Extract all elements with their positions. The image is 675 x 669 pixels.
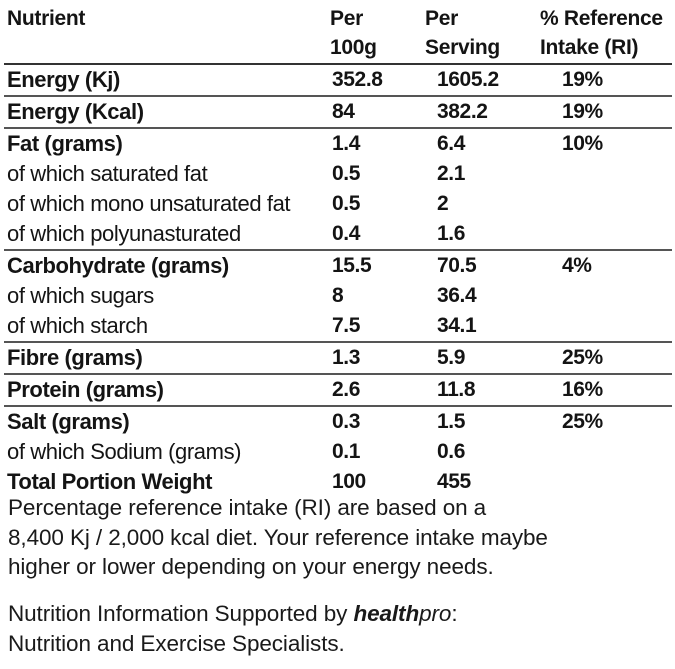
nutrient-name: Fibre (grams) xyxy=(7,343,142,373)
value-per-100g: 0.4 xyxy=(332,219,360,249)
nutrient-name: of which Sodium (grams) xyxy=(7,437,241,467)
brand-pro: pro xyxy=(419,601,451,626)
value-ri-percent: 25% xyxy=(562,407,603,437)
value-per-serving: 2 xyxy=(437,189,448,219)
header-nutrient-label: Nutrient xyxy=(7,4,85,33)
header-per-100g-line1: Per xyxy=(330,4,377,33)
value-per-serving: 382.2 xyxy=(437,97,488,127)
value-per-100g: 7.5 xyxy=(332,311,360,341)
value-per-serving: 6.4 xyxy=(437,129,465,159)
value-per-100g: 15.5 xyxy=(332,251,371,281)
value-per-serving: 1.5 xyxy=(437,407,465,437)
support-line-1: Nutrition Information Supported by healt… xyxy=(8,599,458,629)
support-note: Nutrition Information Supported by healt… xyxy=(8,599,458,658)
support-prefix: Nutrition Information Supported by xyxy=(8,601,353,626)
value-per-100g: 84 xyxy=(332,97,355,127)
table-row: Fat (grams) 1.4 6.4 10% xyxy=(4,127,672,159)
nutrient-name: of which sugars xyxy=(7,281,154,311)
value-per-serving: 11.8 xyxy=(437,375,475,405)
value-ri-percent: 19% xyxy=(562,97,603,127)
value-per-serving: 2.1 xyxy=(437,159,465,189)
table-row: of which mono unsaturated fat 0.5 2 xyxy=(4,189,672,219)
header-ri-line1: % Reference xyxy=(540,4,663,33)
header-per-serving: Per Serving xyxy=(425,4,500,62)
header-reference-intake: % Reference Intake (RI) xyxy=(540,4,663,62)
value-per-serving: 0.6 xyxy=(437,437,465,467)
table-row: Protein (grams) 2.6 11.8 16% xyxy=(4,373,672,405)
value-per-100g: 1.3 xyxy=(332,343,360,373)
header-nutrient: Nutrient xyxy=(7,4,85,33)
header-per-100g-line2: 100g xyxy=(330,33,377,62)
nutrient-name: Carbohydrate (grams) xyxy=(7,251,229,281)
value-per-100g: 2.6 xyxy=(332,375,360,405)
header-per-serving-line2: Serving xyxy=(425,33,500,62)
value-per-serving: 36.4 xyxy=(437,281,476,311)
nutrient-name: of which starch xyxy=(7,311,148,341)
value-per-100g: 8 xyxy=(332,281,343,311)
value-per-100g: 0.3 xyxy=(332,407,360,437)
nutrient-name: of which polyunasturated xyxy=(7,219,241,249)
table-row: Energy (Kj) 352.8 1605.2 19% xyxy=(4,63,672,95)
value-ri-percent: 25% xyxy=(562,343,603,373)
value-ri-percent: 4% xyxy=(562,251,592,281)
ri-note: Percentage reference intake (RI) are bas… xyxy=(8,493,548,582)
value-per-serving: 1605.2 xyxy=(437,65,499,95)
ri-note-line-1: Percentage reference intake (RI) are bas… xyxy=(8,493,548,523)
table-row: Carbohydrate (grams) 15.5 70.5 4% xyxy=(4,249,672,281)
table-row: of which Sodium (grams) 0.1 0.6 xyxy=(4,437,672,467)
nutrient-name: Protein (grams) xyxy=(7,375,164,405)
nutrient-name: Energy (Kj) xyxy=(7,65,120,95)
table-row: of which polyunasturated 0.4 1.6 xyxy=(4,219,672,249)
table-row: Fibre (grams) 1.3 5.9 25% xyxy=(4,341,672,373)
ri-note-line-3: higher or lower depending on your energy… xyxy=(8,552,548,582)
value-per-100g: 0.5 xyxy=(332,159,360,189)
table-row: of which saturated fat 0.5 2.1 xyxy=(4,159,672,189)
brand-health: health xyxy=(353,601,419,626)
value-per-100g: 0.5 xyxy=(332,189,360,219)
value-ri-percent: 16% xyxy=(562,375,603,405)
ri-note-line-2: 8,400 Kj / 2,000 kcal diet. Your referen… xyxy=(8,523,548,553)
nutrient-name: Salt (grams) xyxy=(7,407,129,437)
table-row: Salt (grams) 0.3 1.5 25% xyxy=(4,405,672,437)
nutrient-name: Fat (grams) xyxy=(7,129,122,159)
support-suffix: : xyxy=(451,601,457,626)
nutrient-name: of which mono unsaturated fat xyxy=(7,189,290,219)
nutrient-name: of which saturated fat xyxy=(7,159,207,189)
header-ri-line2: Intake (RI) xyxy=(540,33,663,62)
nutrient-name: Energy (Kcal) xyxy=(7,97,144,127)
table-row: of which starch 7.5 34.1 xyxy=(4,311,672,341)
value-per-serving: 5.9 xyxy=(437,343,465,373)
value-ri-percent: 19% xyxy=(562,65,603,95)
value-per-serving: 70.5 xyxy=(437,251,476,281)
value-per-100g: 0.1 xyxy=(332,437,360,467)
value-ri-percent: 10% xyxy=(562,129,603,159)
header-per-serving-line1: Per xyxy=(425,4,500,33)
support-line-2: Nutrition and Exercise Specialists. xyxy=(8,629,458,659)
table-row: of which sugars 8 36.4 xyxy=(4,281,672,311)
value-per-100g: 1.4 xyxy=(332,129,360,159)
value-per-100g: 352.8 xyxy=(332,65,383,95)
header-per-100g: Per 100g xyxy=(330,4,377,62)
table-row: Energy (Kcal) 84 382.2 19% xyxy=(4,95,672,127)
value-per-serving: 1.6 xyxy=(437,219,465,249)
value-per-serving: 34.1 xyxy=(437,311,476,341)
nutrition-table: Energy (Kj) 352.8 1605.2 19% Energy (Kcal) 84… xyxy=(4,63,672,497)
